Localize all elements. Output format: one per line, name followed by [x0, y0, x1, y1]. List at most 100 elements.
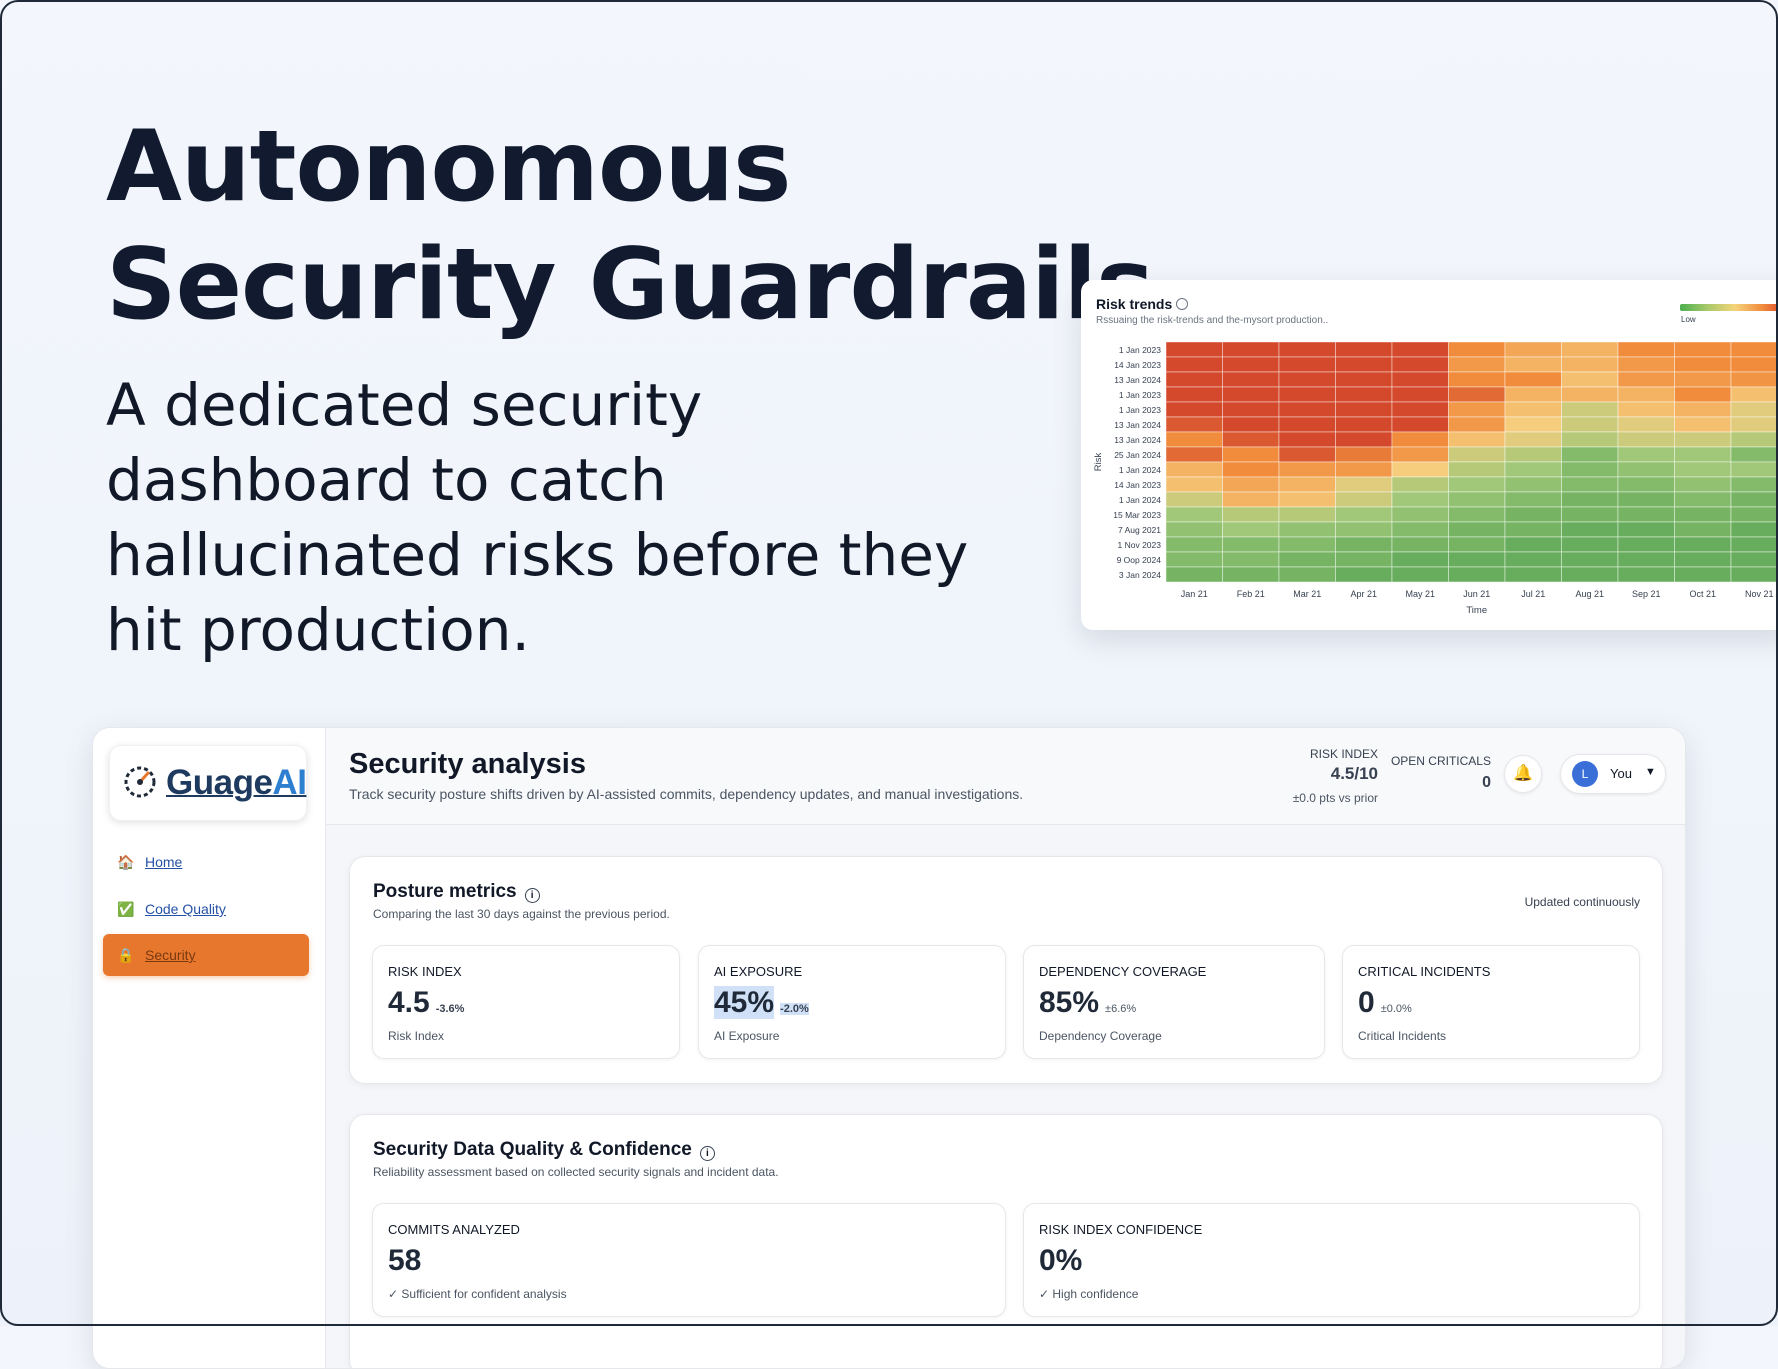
heatmap-cell: [1674, 371, 1732, 388]
heatmap-cell: [1335, 416, 1393, 433]
metric-delta: -2.0%: [780, 1003, 809, 1015]
y-tick-label: 14 Jan 2023: [1114, 480, 1161, 490]
heatmap-cell: [1504, 431, 1562, 448]
heatmap-cell: [1278, 536, 1336, 553]
sidebar-item-label[interactable]: Security: [145, 947, 196, 963]
heatmap-cell: [1730, 491, 1778, 508]
heatmap-cell: [1165, 386, 1223, 403]
metric-card-ai-exposure: AI EXPOSURE 45% -2.0% AI Exposure: [698, 945, 1006, 1059]
heatmap-cell: [1222, 476, 1280, 493]
heatmap-cell: [1504, 536, 1562, 553]
heatmap-cell: [1165, 431, 1223, 448]
info-icon[interactable]: i: [524, 888, 540, 903]
metric-value: 0%: [1039, 1244, 1083, 1277]
heatmap-cell: [1165, 521, 1223, 538]
y-tick-label: 13 Jan 2024: [1114, 435, 1161, 445]
heatmap-cell: [1391, 476, 1449, 493]
heatmap-cell: [1561, 431, 1619, 448]
heatmap-cell: [1278, 461, 1336, 478]
logo[interactable]: GuageAI: [109, 745, 307, 821]
heatmap-cell: [1561, 476, 1619, 493]
heatmap-cell: [1561, 521, 1619, 538]
metric-caption: Dependency Coverage: [1039, 1029, 1162, 1043]
bell-icon[interactable]: 🔔: [1504, 755, 1542, 793]
metric-label: RISK INDEX: [388, 964, 462, 979]
sidebar-item-label[interactable]: Code Quality: [145, 901, 226, 917]
heatmap-cell: [1335, 491, 1393, 508]
heatmap-cell: [1391, 491, 1449, 508]
heatmap-cell: [1335, 431, 1393, 448]
heatmap-cell: [1504, 401, 1562, 418]
heatmap-cell: [1278, 431, 1336, 448]
heatmap-cell: [1730, 446, 1778, 463]
user-name: You: [1610, 766, 1632, 781]
metric-card-risk-index-confidence: RISK INDEX CONFIDENCE 0% ✓ High confiden…: [1023, 1203, 1640, 1317]
heatmap-cell: [1617, 461, 1675, 478]
heatmap-cell: [1674, 506, 1732, 523]
header: Security analysis Track security posture…: [326, 728, 1685, 825]
heatmap-cell: [1504, 386, 1562, 403]
heatmap-cell: [1278, 356, 1336, 373]
header-risk-index-delta: ±0.0 pts vs prior: [1292, 791, 1378, 805]
metric-label: RISK INDEX CONFIDENCE: [1039, 1222, 1203, 1237]
logo-text-accent: AI: [272, 763, 307, 802]
heatmap-cell: [1617, 371, 1675, 388]
heatmap-cell: [1674, 461, 1732, 478]
heatmap-cell: [1674, 491, 1732, 508]
y-tick-label: 9 Oop 2024: [1117, 555, 1162, 565]
metric-value-text: 4.5: [388, 986, 430, 1019]
metric-delta: ±6.6%: [1105, 1003, 1137, 1015]
data-quality-panel: Security Data Quality & Confidence i Reli…: [349, 1114, 1663, 1368]
sidebar-item-security[interactable]: 🔒 Security: [103, 934, 309, 976]
heatmap-cell: [1617, 446, 1675, 463]
metric-label: CRITICAL INCIDENTS: [1358, 964, 1491, 979]
dashboard-window: GuageAI 🏠 Home ✅ Code Quality 🔒 Security…: [92, 727, 1686, 1369]
risk-trends-subtitle: Rssuaing the risk-trends and the-mysort …: [1096, 315, 1329, 326]
metric-label: COMMITS ANALYZED: [388, 1222, 520, 1237]
heatmap-cell: [1222, 461, 1280, 478]
heatmap-cell: [1278, 566, 1336, 583]
heatmap-cell: [1561, 461, 1619, 478]
heatmap-cell: [1448, 536, 1506, 553]
sidebar-item-label[interactable]: Home: [145, 854, 183, 870]
y-axis-label: Risk: [1093, 453, 1104, 472]
heatmap-cell: [1730, 416, 1778, 433]
heatmap-cell: [1278, 476, 1336, 493]
info-icon[interactable]: [1176, 298, 1189, 310]
metric-delta: ±0.0%: [1380, 1003, 1412, 1015]
metric-value: 4.5 -3.6%: [388, 986, 464, 1020]
heatmap-cell: [1448, 416, 1506, 433]
heatmap-cell: [1504, 446, 1562, 463]
heatmap-cell: [1561, 446, 1619, 463]
y-tick-label: 1 Jan 2023: [1119, 345, 1161, 355]
metric-caption: AI Exposure: [714, 1029, 780, 1043]
house-icon: 🏠: [117, 854, 135, 870]
heatmap-cell: [1165, 371, 1223, 388]
heatmap-cell: [1674, 521, 1732, 538]
heatmap-cell: [1222, 341, 1280, 358]
header-open-criticals-label: OPEN CRITICALS: [1390, 754, 1491, 768]
sidebar-item-home[interactable]: 🏠 Home: [103, 841, 309, 883]
heatmap-cell: [1391, 446, 1449, 463]
heatmap-cell: [1165, 341, 1223, 358]
risk-trends-title-text: Risk trends: [1096, 296, 1173, 312]
heatmap-cell: [1278, 401, 1336, 418]
user-menu[interactable]: L You ▼: [1560, 754, 1666, 794]
heatmap-cell: [1617, 491, 1675, 508]
check-icon: ✅: [117, 901, 135, 917]
info-icon[interactable]: i: [699, 1146, 715, 1161]
heatmap-cell: [1730, 371, 1778, 388]
heatmap-cell: [1730, 551, 1778, 568]
heatmap-cell: [1504, 566, 1562, 583]
risk-trends-title: Risk trends: [1096, 296, 1189, 312]
logo-text-main: Guage: [166, 763, 273, 802]
x-tick-label: Apr 21: [1350, 589, 1377, 599]
sidebar-item-code-quality[interactable]: ✅ Code Quality: [103, 888, 309, 930]
heatmap-cell: [1222, 566, 1280, 583]
metric-label: DEPENDENCY COVERAGE: [1039, 964, 1207, 979]
heatmap-cell: [1222, 416, 1280, 433]
hero-title: Autonomous Security Guardrails: [106, 110, 1154, 342]
heatmap-cell: [1730, 536, 1778, 553]
heatmap-cell: [1561, 416, 1619, 433]
heatmap-cell: [1561, 551, 1619, 568]
